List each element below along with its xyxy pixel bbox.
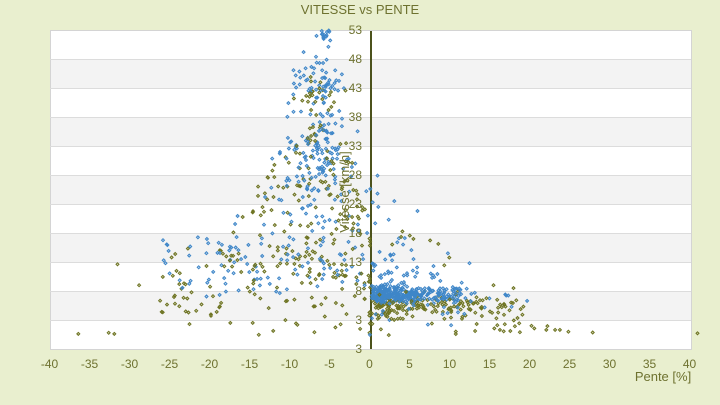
svg-text:15: 15 xyxy=(483,357,497,371)
svg-text:VITESSE vs PENTE: VITESSE vs PENTE xyxy=(301,2,420,17)
svg-text:35: 35 xyxy=(643,357,657,371)
svg-text:23: 23 xyxy=(349,197,363,211)
svg-text:-40: -40 xyxy=(41,357,59,371)
svg-text:18: 18 xyxy=(349,226,363,240)
svg-text:-5: -5 xyxy=(324,357,335,371)
svg-text:13: 13 xyxy=(349,255,363,269)
svg-text:0: 0 xyxy=(366,357,373,371)
svg-text:-30: -30 xyxy=(121,357,139,371)
svg-text:-35: -35 xyxy=(81,357,99,371)
svg-text:-10: -10 xyxy=(281,357,299,371)
svg-text:20: 20 xyxy=(523,357,537,371)
svg-text:53: 53 xyxy=(349,23,363,37)
svg-text:-25: -25 xyxy=(161,357,179,371)
svg-text:28: 28 xyxy=(349,168,363,182)
svg-text:3: 3 xyxy=(355,313,362,327)
svg-text:5: 5 xyxy=(406,357,413,371)
svg-text:33: 33 xyxy=(349,139,363,153)
svg-text:-15: -15 xyxy=(241,357,259,371)
svg-text:40: 40 xyxy=(683,357,697,371)
svg-text:10: 10 xyxy=(443,357,457,371)
svg-text:38: 38 xyxy=(349,110,363,124)
svg-text:-20: -20 xyxy=(201,357,219,371)
svg-text:30: 30 xyxy=(603,357,617,371)
svg-text:43: 43 xyxy=(349,81,363,95)
svg-text:3: 3 xyxy=(355,342,362,356)
svg-text:Vitesse [km/h]: Vitesse [km/h] xyxy=(337,151,352,232)
svg-text:8: 8 xyxy=(355,284,362,298)
svg-text:Pente [%]: Pente [%] xyxy=(635,369,691,384)
svg-text:25: 25 xyxy=(563,357,577,371)
svg-text:48: 48 xyxy=(349,52,363,66)
